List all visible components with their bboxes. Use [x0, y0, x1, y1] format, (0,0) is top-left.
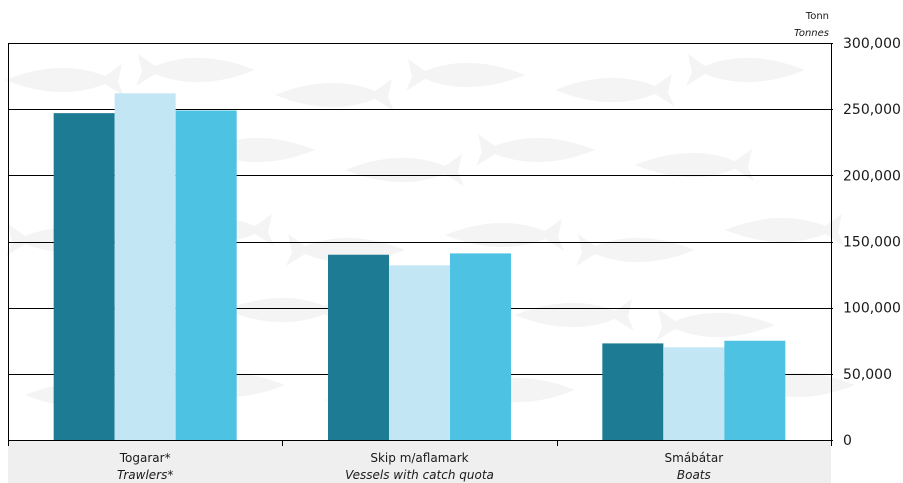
y-tick-label: 200,000: [843, 168, 901, 184]
fish-shape: [5, 64, 124, 96]
fish-shape: [736, 369, 855, 401]
fish-shape: [136, 54, 255, 86]
bar: [450, 253, 511, 440]
fish-shape: [576, 234, 695, 266]
fish-shape: [656, 309, 775, 341]
bar: [328, 254, 389, 440]
bar: [114, 93, 176, 440]
fish-shape: [555, 74, 674, 106]
category-label-en: Trawlers*: [117, 468, 173, 482]
y-tick-label: 100,000: [843, 301, 901, 317]
category-band: [8, 440, 831, 483]
fish-shape: [225, 294, 344, 326]
fish-shape: [635, 149, 754, 181]
fish-shape: [456, 374, 575, 406]
y-tick-label: 0: [843, 433, 852, 449]
y-tick-label: 300,000: [843, 36, 901, 52]
category-label-en: Boats: [677, 468, 711, 482]
fish-shape: [725, 214, 844, 246]
y-tick-label: 150,000: [843, 235, 901, 251]
bar: [602, 343, 664, 440]
bar: [389, 265, 450, 440]
bar: [663, 347, 725, 440]
y-tick-label: 50,000: [843, 367, 892, 383]
fish-shape: [275, 79, 394, 111]
y-axis-unit-label: Tonn: [805, 11, 829, 22]
bar: [175, 110, 237, 441]
y-tick-label: 250,000: [843, 102, 901, 118]
y-axis-unit-label-en: Tonnes: [794, 28, 829, 39]
labels: 0 50,000 100,000 150,000 200,000 250,000 300,0…: [117, 11, 901, 482]
bars: [53, 93, 786, 441]
category-label: Smábátar: [665, 451, 724, 465]
fish-shape: [476, 134, 595, 166]
fish-shape: [445, 219, 564, 251]
fish-shape: [406, 59, 525, 91]
axes: [8, 43, 832, 446]
category-band-rect: [8, 440, 831, 483]
fish-shape: [345, 154, 464, 186]
fish-shape: [196, 134, 315, 166]
category-label: Togarar*: [119, 451, 171, 465]
category-label: Skip m/aflamark: [370, 451, 468, 465]
fish-shape: [515, 299, 634, 331]
fish-shape: [686, 54, 805, 86]
category-label-en: Vessels with catch quota: [345, 468, 494, 482]
bar: [53, 113, 115, 441]
bar: [724, 340, 786, 440]
